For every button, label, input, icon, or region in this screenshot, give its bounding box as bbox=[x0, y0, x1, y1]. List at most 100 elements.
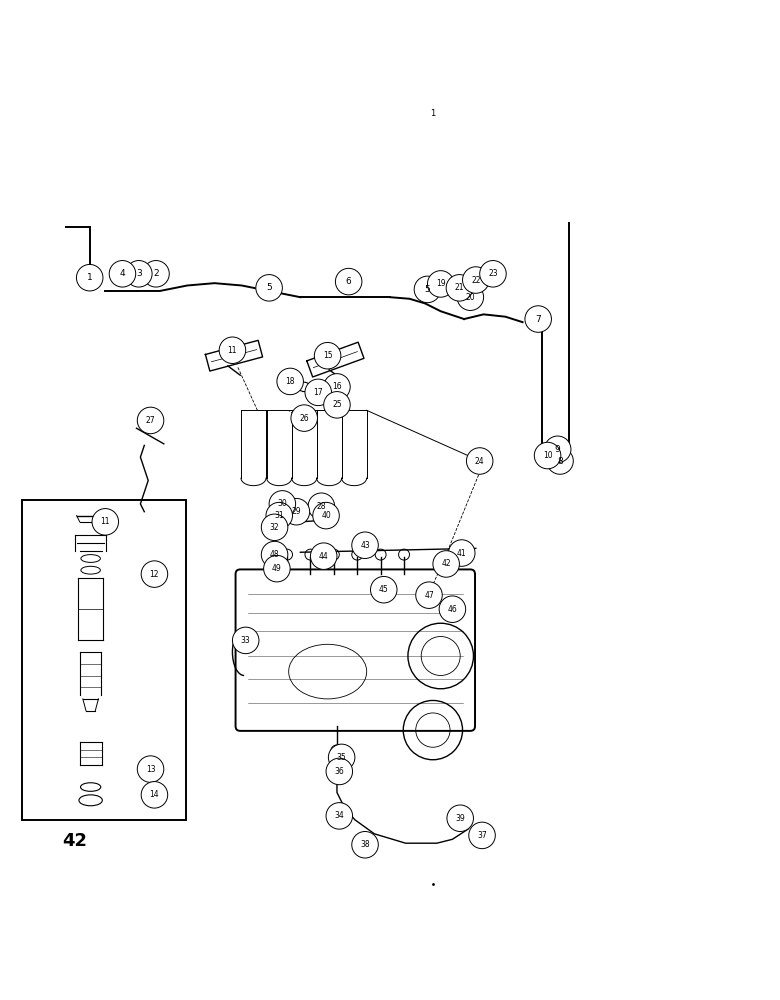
Circle shape bbox=[76, 264, 103, 291]
Text: 34: 34 bbox=[335, 811, 344, 820]
Circle shape bbox=[92, 509, 119, 535]
Circle shape bbox=[269, 491, 296, 517]
Circle shape bbox=[446, 275, 473, 301]
Circle shape bbox=[335, 268, 362, 295]
Circle shape bbox=[261, 514, 288, 541]
Text: 44: 44 bbox=[319, 552, 328, 561]
Text: 13: 13 bbox=[146, 765, 155, 774]
Text: 15: 15 bbox=[323, 351, 332, 360]
Circle shape bbox=[305, 379, 332, 406]
Text: 37: 37 bbox=[477, 831, 487, 840]
Circle shape bbox=[466, 448, 493, 474]
Text: 49: 49 bbox=[272, 564, 282, 573]
Text: 20: 20 bbox=[466, 293, 475, 302]
Text: 33: 33 bbox=[241, 636, 250, 645]
Circle shape bbox=[313, 502, 339, 529]
Text: 8: 8 bbox=[557, 456, 563, 466]
Circle shape bbox=[447, 805, 473, 832]
Circle shape bbox=[457, 284, 484, 310]
Text: 21: 21 bbox=[455, 283, 464, 292]
Circle shape bbox=[219, 337, 246, 363]
Text: 43: 43 bbox=[360, 541, 370, 550]
Circle shape bbox=[547, 448, 573, 474]
Text: 17: 17 bbox=[314, 388, 323, 397]
Text: 10: 10 bbox=[543, 451, 552, 460]
Circle shape bbox=[544, 436, 571, 463]
Circle shape bbox=[427, 271, 454, 297]
Text: 47: 47 bbox=[424, 591, 434, 600]
Circle shape bbox=[261, 541, 288, 568]
Circle shape bbox=[143, 261, 169, 287]
Text: 22: 22 bbox=[471, 276, 480, 285]
Bar bbox=[22, 500, 186, 820]
Text: 6: 6 bbox=[346, 277, 352, 286]
Text: 46: 46 bbox=[448, 605, 457, 614]
Text: 23: 23 bbox=[488, 269, 498, 278]
Text: 36: 36 bbox=[335, 767, 344, 776]
Text: 11: 11 bbox=[101, 517, 110, 526]
Text: 38: 38 bbox=[360, 840, 370, 849]
Text: 45: 45 bbox=[379, 585, 388, 594]
Text: 39: 39 bbox=[456, 814, 465, 823]
Text: 24: 24 bbox=[475, 456, 484, 466]
Circle shape bbox=[277, 368, 303, 395]
Text: 32: 32 bbox=[270, 523, 279, 532]
Circle shape bbox=[414, 276, 441, 303]
Circle shape bbox=[525, 306, 551, 332]
Circle shape bbox=[266, 502, 292, 529]
Text: 30: 30 bbox=[278, 499, 287, 508]
Text: 26: 26 bbox=[300, 414, 309, 423]
Circle shape bbox=[326, 803, 353, 829]
Circle shape bbox=[232, 627, 259, 654]
Circle shape bbox=[352, 532, 378, 558]
Text: 40: 40 bbox=[321, 511, 331, 520]
Text: 41: 41 bbox=[457, 549, 466, 558]
Circle shape bbox=[256, 275, 282, 301]
Circle shape bbox=[416, 582, 442, 608]
Circle shape bbox=[126, 261, 152, 287]
Circle shape bbox=[328, 744, 355, 771]
Circle shape bbox=[283, 498, 310, 525]
Text: 35: 35 bbox=[337, 753, 346, 762]
Circle shape bbox=[264, 555, 290, 582]
Circle shape bbox=[370, 576, 397, 603]
Text: 4: 4 bbox=[119, 269, 126, 278]
Circle shape bbox=[469, 822, 495, 849]
Text: 14: 14 bbox=[150, 790, 159, 799]
Circle shape bbox=[310, 543, 337, 569]
Circle shape bbox=[308, 493, 335, 520]
Circle shape bbox=[109, 261, 136, 287]
Circle shape bbox=[480, 261, 506, 287]
Text: 42: 42 bbox=[441, 559, 451, 568]
Circle shape bbox=[433, 551, 459, 577]
Circle shape bbox=[439, 596, 466, 622]
Text: 27: 27 bbox=[146, 416, 155, 425]
Text: 1: 1 bbox=[87, 273, 93, 282]
Text: 42: 42 bbox=[62, 831, 87, 849]
Circle shape bbox=[326, 758, 353, 785]
Circle shape bbox=[137, 756, 164, 782]
Text: 18: 18 bbox=[285, 377, 295, 386]
Text: 7: 7 bbox=[535, 315, 541, 324]
Circle shape bbox=[352, 832, 378, 858]
Circle shape bbox=[314, 342, 341, 369]
Text: 29: 29 bbox=[292, 507, 301, 516]
Circle shape bbox=[137, 407, 164, 434]
Text: 9: 9 bbox=[555, 445, 561, 454]
Circle shape bbox=[448, 540, 475, 566]
Text: 12: 12 bbox=[150, 570, 159, 579]
Circle shape bbox=[324, 374, 350, 400]
Circle shape bbox=[534, 442, 561, 469]
Text: 31: 31 bbox=[275, 511, 284, 520]
Text: 19: 19 bbox=[436, 279, 445, 288]
Circle shape bbox=[141, 561, 168, 587]
Circle shape bbox=[141, 782, 168, 808]
Text: 11: 11 bbox=[228, 346, 237, 355]
Text: 1: 1 bbox=[431, 109, 435, 118]
Circle shape bbox=[324, 392, 350, 418]
Text: 16: 16 bbox=[332, 382, 342, 391]
Text: 25: 25 bbox=[332, 400, 342, 409]
Circle shape bbox=[291, 405, 317, 431]
Text: 48: 48 bbox=[270, 550, 279, 559]
Text: 5: 5 bbox=[266, 283, 272, 292]
